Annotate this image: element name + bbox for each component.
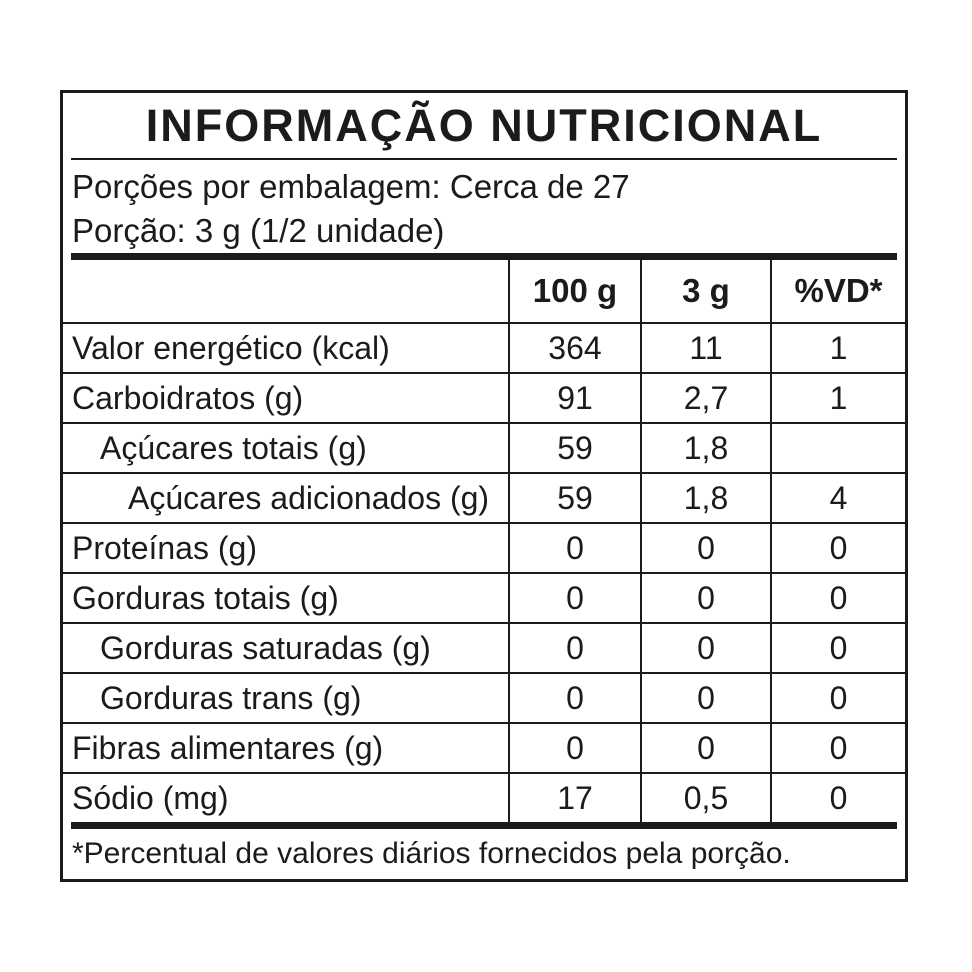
- nutrient-label: Sódio (mg): [72, 779, 229, 816]
- table-row: Fibras alimentares (g) 0 0 0: [63, 722, 905, 772]
- header-pct-vd: %VD*: [770, 260, 905, 322]
- table-row: Gorduras trans (g) 0 0 0: [63, 672, 905, 722]
- bottom-thick-divider: [71, 822, 897, 829]
- value-per-serving: 11: [640, 324, 770, 372]
- value-pct-vd: 0: [770, 624, 905, 672]
- header-per-100g: 100 g: [508, 260, 640, 322]
- value-per-serving: 0: [640, 524, 770, 572]
- nutrition-facts-label: INFORMAÇÃO NUTRICIONAL Porções por embal…: [60, 90, 908, 882]
- value-per-100g: 59: [508, 424, 640, 472]
- top-thick-divider: [71, 253, 897, 260]
- nutrient-label: Fibras alimentares (g): [72, 729, 384, 766]
- value-per-serving: 0,5: [640, 774, 770, 822]
- value-per-serving: 1,8: [640, 424, 770, 472]
- table-row: Valor energético (kcal) 364 11 1: [63, 322, 905, 372]
- value-pct-vd: [770, 424, 905, 472]
- serving-info: Porções por embalagem: Cerca de 27 Porçã…: [63, 160, 905, 253]
- value-per-100g: 0: [508, 574, 640, 622]
- servings-per-package-text: Porções por embalagem: Cerca de 27: [72, 168, 630, 205]
- value-per-100g: 0: [508, 524, 640, 572]
- value-pct-vd: 1: [770, 324, 905, 372]
- value-per-serving: 2,7: [640, 374, 770, 422]
- value-per-100g: 0: [508, 724, 640, 772]
- daily-value-footnote: *Percentual de valores diários fornecido…: [72, 837, 791, 870]
- value-pct-vd: 0: [770, 524, 905, 572]
- value-pct-vd: 0: [770, 674, 905, 722]
- value-pct-vd: 1: [770, 374, 905, 422]
- value-pct-vd: 0: [770, 774, 905, 822]
- nutrient-label: Açúcares adicionados (g): [128, 479, 490, 516]
- value-per-100g: 59: [508, 474, 640, 522]
- value-pct-vd: 0: [770, 574, 905, 622]
- table-row: Proteínas (g) 0 0 0: [63, 522, 905, 572]
- value-per-100g: 17: [508, 774, 640, 822]
- value-per-100g: 364: [508, 324, 640, 372]
- header-nutrient: [63, 260, 508, 322]
- label-header: INFORMAÇÃO NUTRICIONAL: [63, 93, 905, 158]
- value-per-serving: 1,8: [640, 474, 770, 522]
- value-per-100g: 0: [508, 624, 640, 672]
- page-title: INFORMAÇÃO NUTRICIONAL: [145, 99, 823, 151]
- table-row: Carboidratos (g) 91 2,7 1: [63, 372, 905, 422]
- nutrient-label: Valor energético (kcal): [72, 329, 390, 366]
- table-row: Açúcares totais (g) 59 1,8: [63, 422, 905, 472]
- nutrient-label: Proteínas (g): [72, 529, 257, 566]
- nutrient-label: Gorduras saturadas (g): [100, 629, 431, 666]
- value-per-serving: 0: [640, 674, 770, 722]
- nutrient-label: Carboidratos (g): [72, 379, 304, 416]
- nutrient-label: Açúcares totais (g): [100, 429, 367, 466]
- serving-size-text: Porção: 3 g (1/2 unidade): [72, 212, 445, 249]
- table-row: Sódio (mg) 17 0,5 0: [63, 772, 905, 822]
- value-per-100g: 91: [508, 374, 640, 422]
- table-row: Açúcares adicionados (g) 59 1,8 4: [63, 472, 905, 522]
- header-per-serving: 3 g: [640, 260, 770, 322]
- nutrient-label: Gorduras trans (g): [100, 679, 362, 716]
- value-per-serving: 0: [640, 724, 770, 772]
- value-pct-vd: 4: [770, 474, 905, 522]
- value-pct-vd: 0: [770, 724, 905, 772]
- value-per-serving: 0: [640, 624, 770, 672]
- table-row: Gorduras saturadas (g) 0 0 0: [63, 622, 905, 672]
- value-per-serving: 0: [640, 574, 770, 622]
- table-row: Gorduras totais (g) 0 0 0: [63, 572, 905, 622]
- nutrient-label: Gorduras totais (g): [72, 579, 339, 616]
- title-divider: [71, 158, 897, 160]
- value-per-100g: 0: [508, 674, 640, 722]
